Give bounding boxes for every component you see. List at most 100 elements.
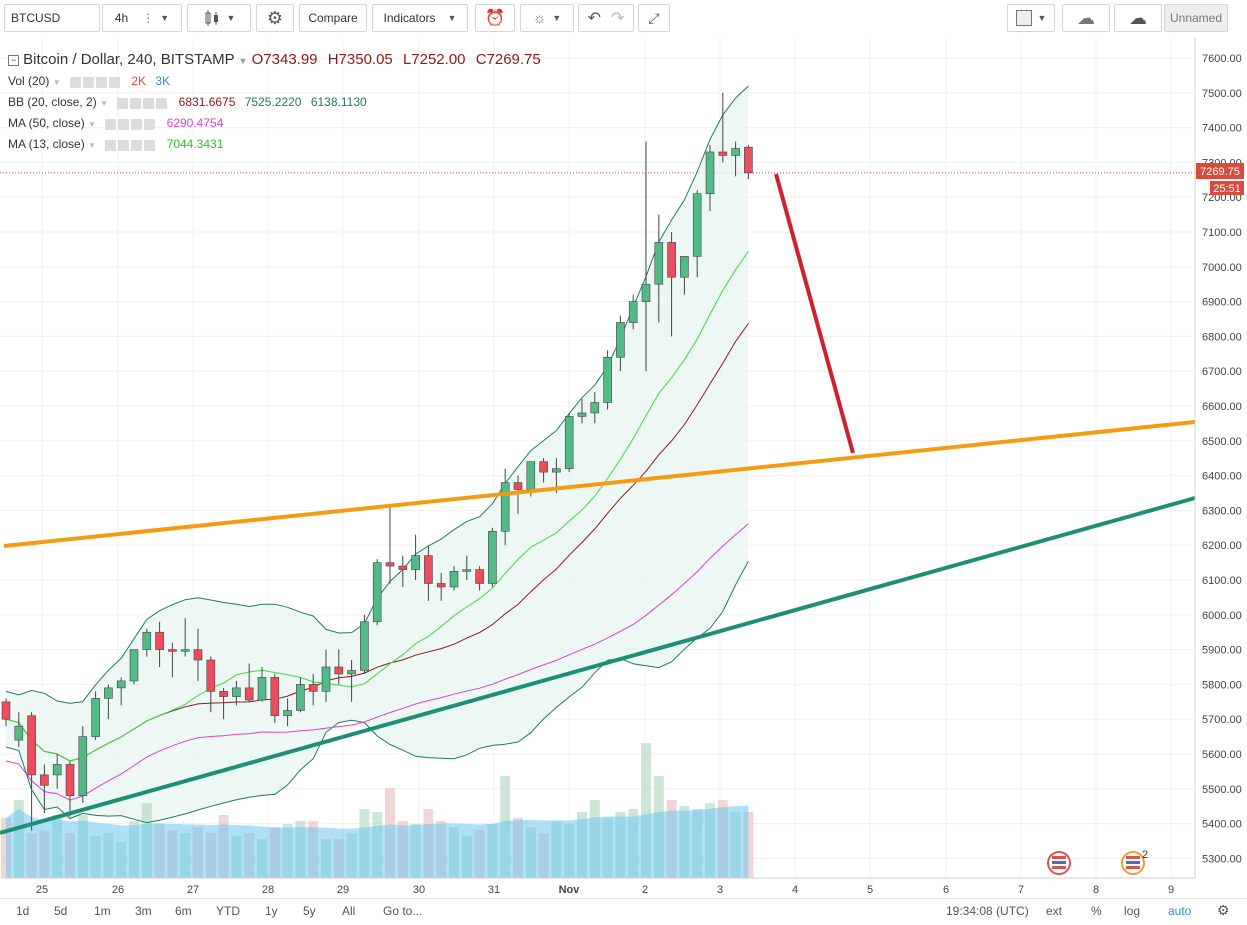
price-tick-label: 5700.00 [1202, 714, 1242, 726]
chart-style-selector[interactable]: ▼ [187, 4, 251, 32]
chevron-down-icon: ▼ [1037, 13, 1047, 23]
candle-body [603, 356, 612, 403]
range-button[interactable]: 5d [54, 904, 68, 918]
alarm-clock-icon: ⏰ [485, 10, 505, 27]
gear-icon[interactable]: ⚙ [1217, 902, 1230, 918]
percent-toggle[interactable]: % [1091, 904, 1102, 918]
goto-button[interactable]: Go to... [383, 904, 423, 918]
candle-body [564, 416, 574, 469]
save-chart-button[interactable]: ☁ [1114, 4, 1162, 32]
candle-body [321, 666, 331, 692]
undo-icon[interactable]: ↶ [587, 10, 601, 27]
auto-toggle[interactable]: auto [1168, 904, 1192, 918]
candle-body [14, 725, 24, 741]
chevron-down-icon[interactable]: ▼ [88, 120, 96, 129]
range-button[interactable]: 6m [175, 904, 192, 918]
chart-area[interactable]: 7600.007500.007400.007300.007200.007100.… [0, 38, 1247, 898]
range-button[interactable]: All [342, 904, 356, 918]
ma13-value: 7044.3431 [166, 137, 224, 151]
indicators-button[interactable]: Indicators ▼ [372, 4, 468, 32]
fullscreen-button[interactable]: ⤢ [638, 4, 670, 32]
bottom-toolbar: 1d 5d 1m 3m 6m YTD 1y 5y All Go to... 19:34:08 (… [0, 898, 1247, 925]
flag-us-stack-icon[interactable]: 2 [1121, 849, 1148, 875]
ma13-buttons[interactable] [105, 138, 157, 152]
candle-body [667, 242, 676, 278]
price-tick-label: 6700.00 [1202, 366, 1242, 378]
price-axis[interactable]: 7600.007500.007400.007300.007200.007100.… [1202, 53, 1242, 865]
candle-body [731, 148, 740, 156]
drawings[interactable] [0, 173, 1196, 835]
orange-trendline [3, 420, 1196, 548]
time-tick-label: 27 [187, 884, 199, 896]
candle-body [552, 468, 561, 473]
chevron-down-icon[interactable]: ▼ [100, 99, 108, 108]
layout-name-field[interactable]: Unnamed [1164, 4, 1228, 32]
price-chart[interactable]: 7600.007500.007400.007300.007200.007100.… [0, 38, 1247, 898]
candle-body [334, 666, 344, 675]
time-tick-label: 3 [717, 884, 723, 896]
price-tick-label: 5300.00 [1202, 853, 1242, 865]
time-tick-label: 8 [1093, 884, 1099, 896]
redo-icon[interactable]: ↷ [611, 10, 625, 27]
time-tick-label: 9 [1168, 884, 1174, 896]
range-button[interactable]: 3m [135, 904, 152, 918]
candle-body [129, 649, 139, 682]
price-tick-label: 6400.00 [1202, 471, 1242, 483]
candle-body [539, 461, 548, 473]
bb-value-2: 7525.2220 [244, 95, 302, 109]
range-button[interactable]: 5y [303, 904, 316, 918]
interval-selector[interactable]: 4h ⋮ ▼ [102, 4, 182, 32]
bb-buttons[interactable] [117, 96, 169, 110]
candle-body [308, 684, 318, 692]
log-toggle[interactable]: log [1124, 904, 1141, 918]
load-chart-button[interactable]: ☁ [1062, 4, 1110, 32]
ext-toggle[interactable]: ext [1046, 904, 1063, 918]
volume-bar [641, 743, 651, 878]
layout-selector[interactable]: ▼ [1007, 4, 1055, 32]
bb-legend: BB (20, close, 2) ▼ 6831.6675 7525.2220 … [8, 95, 367, 110]
vol-value-2: 3K [155, 74, 171, 88]
time-tick-label: 5 [867, 884, 873, 896]
alert-button[interactable]: ⏰ [475, 4, 515, 32]
candle-body [116, 680, 126, 689]
candle-body [27, 715, 36, 776]
gear-icon: ⚙ [266, 7, 284, 28]
candle-body [436, 583, 446, 588]
bb-name: BB (20, close, 2) [8, 95, 97, 109]
interval-label: 4h [114, 11, 129, 25]
bollinger-fill [6, 86, 749, 823]
range-button[interactable]: YTD [216, 904, 240, 918]
range-button[interactable]: 1y [265, 904, 278, 918]
vol-buttons[interactable] [69, 75, 122, 89]
settings-button[interactable]: ⚙ [256, 4, 294, 32]
more-dots-icon: ⋮ [142, 11, 155, 25]
chevron-down-icon[interactable]: ▼ [88, 141, 96, 150]
range-button[interactable]: 1m [94, 904, 111, 918]
price-tick-label: 7400.00 [1202, 123, 1242, 135]
price-tick-label: 5600.00 [1202, 749, 1242, 761]
candle-body [692, 193, 702, 257]
chevron-down-icon[interactable]: ▼ [238, 56, 248, 66]
candle-body [168, 649, 177, 652]
drawing-tools-button[interactable]: ☼ ▼ [520, 4, 574, 32]
fullscreen-icon: ⤢ [648, 9, 660, 26]
candle-body [705, 151, 715, 195]
collapse-icon[interactable]: − [8, 54, 19, 66]
ma13-line [5, 251, 749, 762]
time-tick-label: 26 [112, 884, 124, 896]
layout-square-icon [1015, 10, 1032, 26]
flag-us-icon[interactable] [1047, 851, 1071, 875]
compare-button[interactable]: Compare [299, 4, 367, 32]
vol-name: Vol (20) [8, 74, 50, 88]
time-tick-label: Nov [559, 884, 581, 896]
time-axis[interactable]: 25 26 27 28 29 30 31 Nov 2 3 4 5 6 7 8 9 [36, 884, 1174, 896]
cloud-download-icon: ☁ [1077, 7, 1095, 28]
candle-body [40, 774, 49, 786]
price-tick-label: 5400.00 [1202, 819, 1242, 831]
ma50-buttons[interactable] [105, 117, 157, 131]
price-tick-label: 6800.00 [1202, 331, 1242, 343]
range-button[interactable]: 1d [16, 904, 30, 918]
chevron-down-icon[interactable]: ▼ [52, 78, 61, 87]
ohlc-high: H7350.05 [327, 51, 393, 68]
symbol-search-input[interactable]: BTCUSD [4, 4, 100, 32]
